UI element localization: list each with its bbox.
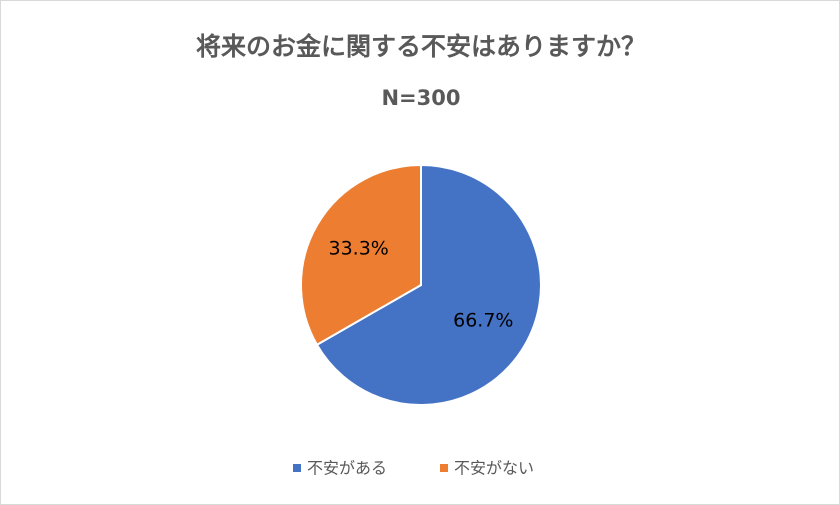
chart-subtitle: N=300 xyxy=(381,86,460,110)
legend-label: 不安がある xyxy=(307,459,387,478)
legend-marker xyxy=(440,464,448,472)
pie-slice xyxy=(300,163,422,347)
data-label: 66.7% xyxy=(453,310,513,332)
pie-slice xyxy=(315,163,542,406)
data-label: 33.3% xyxy=(329,237,389,259)
legend-label: 不安がない xyxy=(454,459,534,478)
legend-marker xyxy=(293,464,301,472)
chart-title: 将来のお金に関する不安はありますか？ xyxy=(196,32,646,61)
